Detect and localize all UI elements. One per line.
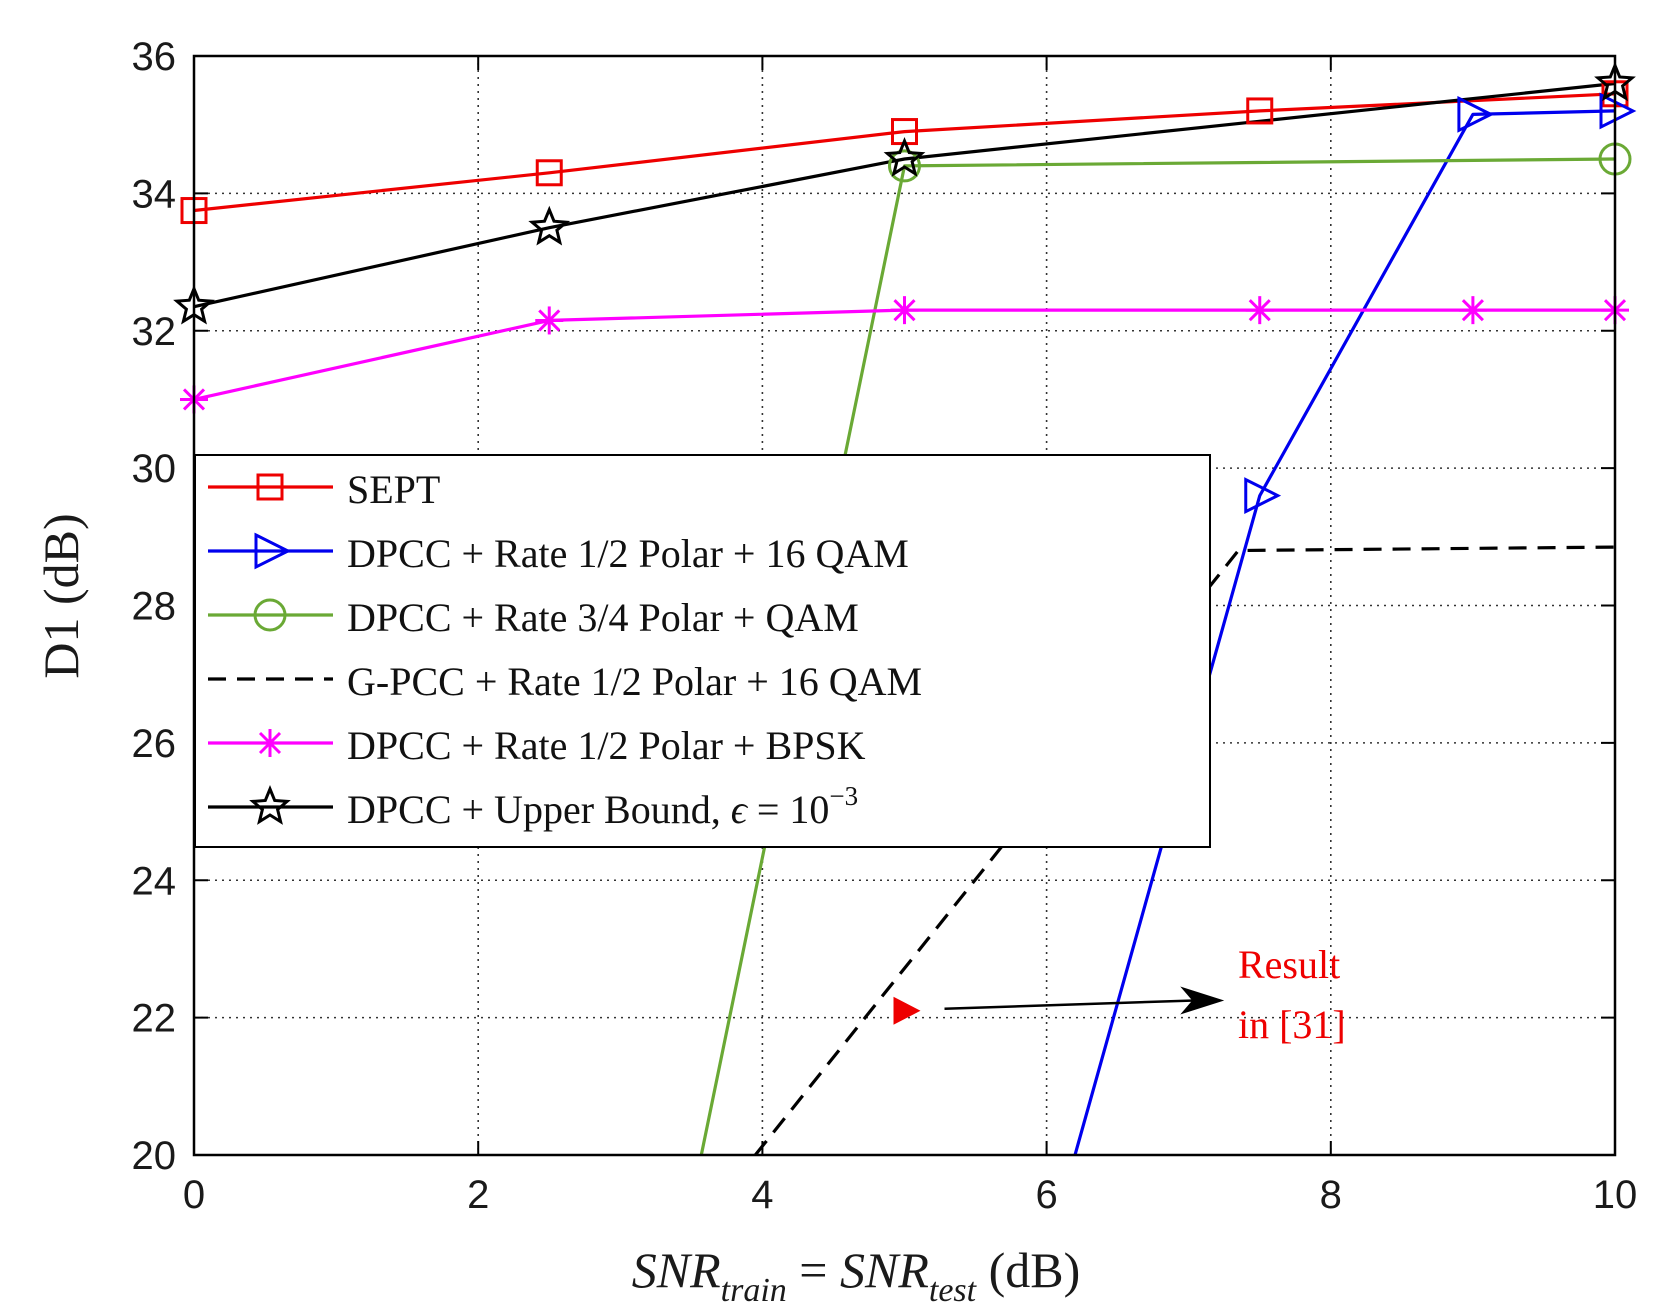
- annotation-arrow-shaft: [944, 999, 1195, 1011]
- series-line-sept: [193, 92, 1616, 213]
- data-point-rate12-16qam: [1599, 92, 1637, 130]
- legend-marker-rate34-qam: [253, 598, 287, 632]
- legend-marker-upper-bound: [249, 785, 291, 825]
- legend-samples: [208, 473, 333, 825]
- data-point-bpsk: [535, 306, 564, 335]
- data-point-upper-bound: [528, 205, 571, 246]
- y-tick-label: 24: [132, 859, 177, 903]
- y-tick-label: 30: [132, 447, 177, 491]
- legend-label-sept: SEPT: [347, 467, 440, 512]
- data-point-bpsk-stroke: [1461, 299, 1484, 322]
- grid-lines: [194, 56, 1615, 1155]
- legend-label-epsilon: ϵ: [731, 787, 749, 832]
- y-axis-label: D1 (dB): [33, 513, 89, 678]
- legend-marker-bpsk: [256, 729, 284, 757]
- y-tick-label: 20: [132, 1134, 177, 1178]
- x-tick-label: 6: [1035, 1173, 1057, 1217]
- series-line-gpcc: [754, 545, 1616, 1156]
- legend-label-rate12-16qam: DPCC + Rate 1/2 Polar + 16 QAM: [347, 531, 909, 576]
- data-point-bpsk: [890, 296, 919, 325]
- annotation-arrow-head: [1180, 986, 1225, 1015]
- y-tick-label: 26: [132, 722, 177, 766]
- data-point-bpsk-stroke: [893, 299, 916, 322]
- y-tick-label: 32: [132, 310, 177, 354]
- x-axis-label-rhs: SNR: [840, 1242, 929, 1298]
- legend-marker-rate12-16qam: [254, 532, 292, 570]
- legend-marker-bpsk-stroke: [258, 731, 282, 755]
- legend-label-exponent: −3: [829, 781, 858, 811]
- data-point-upper-bound: [883, 137, 926, 177]
- legend-label-gpcc: G-PCC + Rate 1/2 Polar + 16 QAM: [347, 659, 922, 704]
- x-tick-label: 2: [467, 1173, 489, 1217]
- annotation-text-line2: in [31]: [1238, 1002, 1346, 1047]
- x-axis-label-lhs: SNR: [632, 1242, 721, 1298]
- data-point-sept: [535, 159, 563, 187]
- data-point-sept: [1246, 97, 1274, 125]
- y-tick-label: 36: [132, 35, 177, 79]
- annotation-text-line1: Result: [1238, 942, 1340, 987]
- data-point-bpsk: [1458, 296, 1487, 325]
- y-tick-label: 28: [132, 585, 177, 629]
- data-point-bpsk-stroke: [1248, 299, 1271, 322]
- legend-box: [194, 454, 1211, 848]
- series-line-bpsk: [193, 308, 1615, 401]
- data-point-rate12-16qam: [1457, 95, 1495, 133]
- legend-label-rate34-qam: DPCC + Rate 3/4 Polar + QAM: [347, 595, 859, 640]
- x-axis-label-unit: (dB): [976, 1242, 1080, 1298]
- data-point-bpsk: [1245, 296, 1274, 325]
- y-tick-label: 22: [132, 997, 177, 1041]
- annotation-marker: [893, 996, 921, 1025]
- x-axis-label-lhs-sub: train: [721, 1272, 787, 1305]
- x-tick-label: 0: [183, 1173, 205, 1217]
- series-line-upper-bound: [193, 81, 1616, 309]
- y-tick-label: 34: [132, 172, 177, 216]
- data-point-rate12-16qam: [1244, 477, 1282, 515]
- x-axis-label: SNRtrain = SNRtest (dB): [632, 1242, 1081, 1305]
- legend-label-upper-bound: DPCC + Upper Bound, ϵ = 10−3: [347, 781, 858, 832]
- x-axis-label-eq: =: [787, 1242, 840, 1298]
- x-tick-label: 4: [751, 1173, 773, 1217]
- data-point-rate34-qam: [888, 149, 921, 183]
- legend: SEPT DPCC + Rate 1/2 Polar + 16 QAM DPCC…: [194, 454, 1211, 848]
- x-axis-label-rhs-sub: test: [929, 1272, 978, 1305]
- legend-label-upper-bound-prefix: DPCC + Upper Bound,: [347, 787, 731, 832]
- legend-label-bpsk: DPCC + Rate 1/2 Polar + BPSK: [347, 723, 866, 768]
- annotation: Result in [31]: [893, 942, 1346, 1047]
- x-tick-label: 8: [1320, 1173, 1342, 1217]
- data-point-bpsk-stroke: [538, 309, 561, 332]
- legend-label-equals-base: = 10: [747, 787, 830, 832]
- legend-marker-sept: [256, 473, 284, 501]
- x-tick-label: 10: [1593, 1173, 1638, 1217]
